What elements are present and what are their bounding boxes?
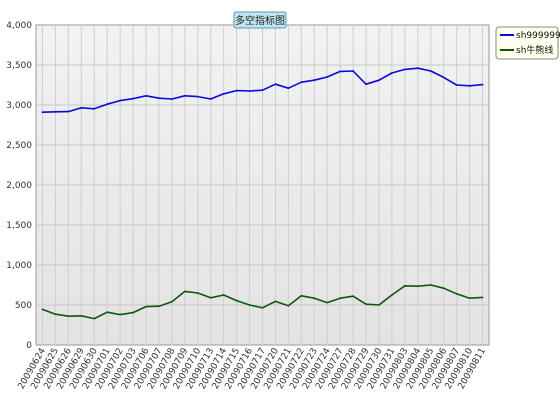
data-point <box>145 305 147 308</box>
legend-label-sh999999: sh999999 <box>516 31 560 41</box>
data-point <box>209 296 212 299</box>
data-point <box>287 304 290 307</box>
data-point <box>416 285 419 288</box>
data-point <box>106 103 109 106</box>
data-point <box>300 81 303 84</box>
data-point <box>196 95 199 98</box>
data-point <box>183 94 186 97</box>
data-point <box>106 311 109 314</box>
y-tick-label: 4,000 <box>6 21 32 31</box>
data-point <box>416 67 419 70</box>
data-point <box>67 315 70 318</box>
data-point <box>145 94 147 97</box>
y-tick-label: 3,500 <box>6 61 32 71</box>
data-point <box>248 90 251 92</box>
data-point <box>339 70 342 73</box>
data-point <box>300 294 303 297</box>
data-point <box>481 296 484 299</box>
data-point <box>93 107 96 110</box>
data-point <box>352 295 354 298</box>
data-point <box>80 106 83 109</box>
y-tick-label: 2,500 <box>6 141 32 151</box>
data-point <box>352 70 354 72</box>
data-point <box>248 304 251 306</box>
data-point <box>119 313 122 316</box>
data-point <box>365 303 367 306</box>
data-point <box>41 308 44 311</box>
chart-title: 多空指标图 <box>233 11 287 29</box>
y-tick-label: 2,000 <box>6 181 32 191</box>
data-point <box>391 72 393 74</box>
chart-title-box <box>233 11 287 29</box>
data-point <box>455 292 458 295</box>
data-point <box>196 292 199 294</box>
data-point <box>455 84 458 86</box>
data-point <box>403 284 406 287</box>
data-point <box>158 305 160 308</box>
data-point <box>67 110 70 113</box>
y-tick-label: 0 <box>26 341 32 351</box>
data-point <box>313 297 316 300</box>
data-point <box>158 97 160 100</box>
data-point <box>326 301 329 304</box>
data-point <box>119 99 122 102</box>
y-tick-label: 1,500 <box>6 221 32 231</box>
data-point <box>378 304 380 306</box>
data-point <box>132 97 134 100</box>
data-point <box>326 76 329 78</box>
data-point <box>481 83 484 86</box>
data-point <box>391 294 393 296</box>
data-point <box>274 83 277 86</box>
data-point <box>41 111 44 114</box>
data-point <box>403 68 406 71</box>
data-point <box>222 294 225 296</box>
y-axis-ticks: 0 500 1,000 1,500 2,000 2,500 3,000 3,500 4,000 <box>6 21 32 351</box>
data-point <box>93 317 96 320</box>
data-point <box>171 98 173 100</box>
legend: sh999999 sh牛熊线 <box>495 26 560 60</box>
data-point <box>468 84 471 87</box>
data-point <box>54 110 57 113</box>
data-point <box>183 290 186 293</box>
data-point <box>261 306 264 309</box>
series-lines <box>41 67 484 320</box>
data-point <box>54 313 57 316</box>
data-point <box>365 83 367 86</box>
data-point <box>171 300 173 303</box>
data-point <box>261 89 264 92</box>
data-point <box>442 76 445 79</box>
data-point <box>80 314 83 317</box>
y-tick-label: 3,000 <box>6 101 32 111</box>
chart-title-text: 多空指标图 <box>235 14 285 27</box>
grid-lines <box>36 25 489 345</box>
y-tick-label: 1,000 <box>6 261 32 271</box>
data-point <box>274 300 277 303</box>
data-point <box>429 284 432 286</box>
data-point <box>429 70 432 72</box>
data-point <box>442 287 445 290</box>
data-point <box>209 98 212 100</box>
data-point <box>235 299 238 302</box>
legend-label-bull-bear-line: sh牛熊线 <box>516 44 553 56</box>
data-point <box>235 89 238 92</box>
data-point <box>132 311 134 314</box>
data-point <box>313 79 316 82</box>
data-point <box>468 297 471 300</box>
data-point <box>339 297 342 300</box>
x-axis-ticks: 2009062420090625200906262009062920090630… <box>17 346 489 391</box>
data-point <box>222 92 225 95</box>
data-point <box>287 87 290 90</box>
data-point <box>378 79 380 82</box>
y-tick-label: 500 <box>15 301 32 311</box>
